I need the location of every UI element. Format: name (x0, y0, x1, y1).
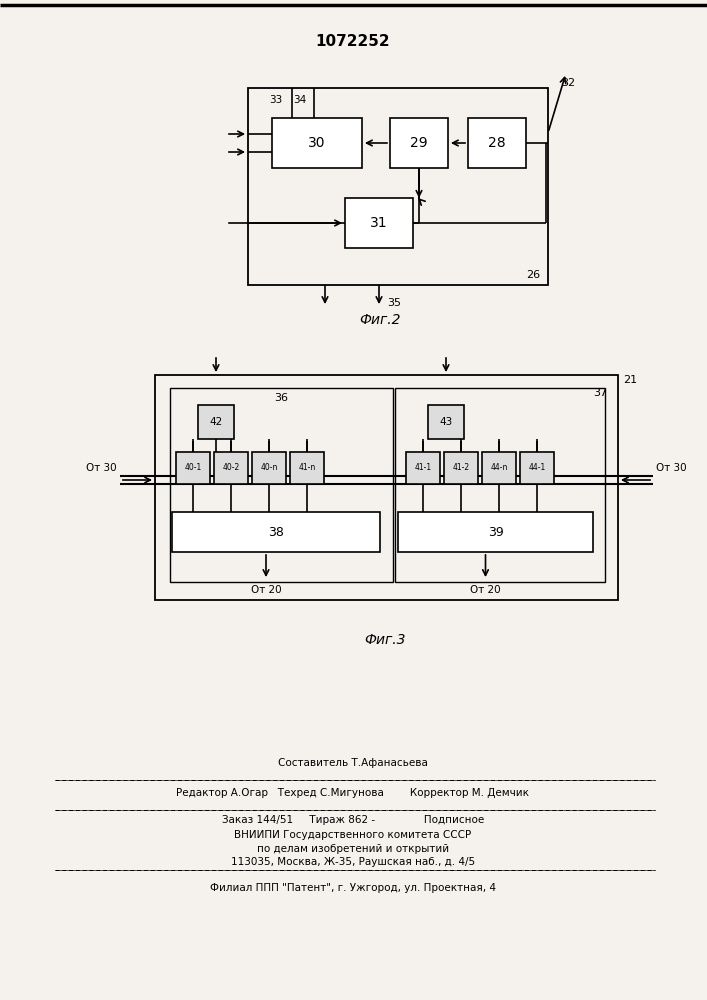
Text: 31: 31 (370, 216, 388, 230)
Text: 21: 21 (623, 375, 637, 385)
Text: ВНИИПИ Государственного комитета СССР: ВНИИПИ Государственного комитета СССР (235, 830, 472, 840)
Bar (468, 118, 526, 168)
Bar (444, 452, 478, 484)
Text: 40-2: 40-2 (223, 464, 240, 473)
Bar (172, 512, 380, 552)
Text: 44-n: 44-n (491, 464, 508, 473)
Text: Редактор А.Огар   Техред С.Мигунова        Корректор М. Демчик: Редактор А.Огар Техред С.Мигунова Коррек… (177, 788, 530, 798)
Text: 26: 26 (526, 270, 540, 280)
Text: по делам изобретений и открытий: по делам изобретений и открытий (257, 844, 449, 854)
Text: 41-1: 41-1 (414, 464, 431, 473)
Text: Составитель Т.Афанасьева: Составитель Т.Афанасьева (278, 758, 428, 768)
Text: 32: 32 (561, 78, 575, 88)
Text: 37: 37 (593, 388, 607, 398)
Text: От 20: От 20 (470, 585, 501, 595)
Text: 44-1: 44-1 (528, 464, 546, 473)
Text: 113035, Москва, Ж-35, Раушская наб., д. 4/5: 113035, Москва, Ж-35, Раушская наб., д. … (231, 857, 475, 867)
Bar (406, 452, 440, 484)
Bar (290, 452, 324, 484)
Text: 41-2: 41-2 (452, 464, 469, 473)
Bar (272, 118, 362, 168)
Bar (482, 452, 516, 484)
Text: 28: 28 (489, 136, 506, 150)
Text: 43: 43 (439, 417, 452, 427)
Text: 38: 38 (268, 526, 284, 538)
Bar (520, 452, 554, 484)
Bar (214, 452, 248, 484)
Text: 39: 39 (488, 526, 503, 538)
Text: 40-1: 40-1 (185, 464, 201, 473)
Bar (176, 452, 210, 484)
Text: 41-n: 41-n (298, 464, 315, 473)
Text: От 30: От 30 (656, 463, 686, 473)
Bar (170, 388, 393, 582)
Bar (398, 512, 593, 552)
Text: 29: 29 (410, 136, 428, 150)
Text: Заказ 144/51     Тираж 862 -               Подписное: Заказ 144/51 Тираж 862 - Подписное (222, 815, 484, 825)
Bar (248, 88, 548, 285)
Text: Фиг.3: Фиг.3 (364, 633, 406, 647)
Bar (198, 405, 234, 439)
Text: 30: 30 (308, 136, 326, 150)
Text: Фиг.2: Фиг.2 (359, 313, 401, 327)
Text: 33: 33 (269, 95, 283, 105)
Text: От 30: От 30 (86, 463, 117, 473)
Text: 35: 35 (387, 298, 401, 308)
Bar (428, 405, 464, 439)
Bar (155, 375, 618, 600)
Text: 34: 34 (293, 95, 307, 105)
Text: 36: 36 (274, 393, 288, 403)
Text: 1072252: 1072252 (316, 34, 390, 49)
Bar (395, 388, 605, 582)
Bar (390, 118, 448, 168)
Text: 42: 42 (209, 417, 223, 427)
Bar (345, 198, 413, 248)
Text: 40-n: 40-n (260, 464, 278, 473)
Bar (252, 452, 286, 484)
Text: От 20: От 20 (251, 585, 281, 595)
Text: Филиал ППП "Патент", г. Ужгород, ул. Проектная, 4: Филиал ППП "Патент", г. Ужгород, ул. Про… (210, 883, 496, 893)
